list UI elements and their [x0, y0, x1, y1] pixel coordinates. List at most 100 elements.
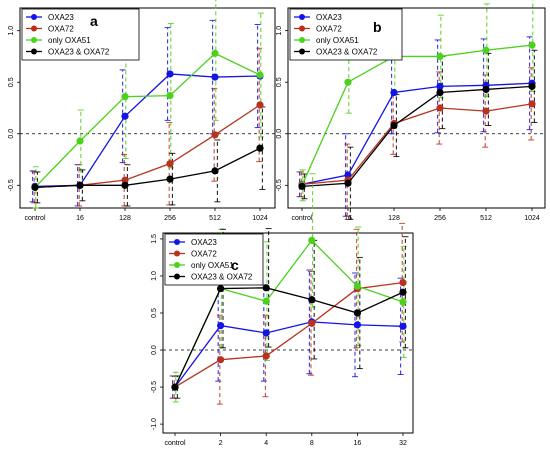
data-point — [528, 41, 536, 49]
data-point — [390, 121, 398, 130]
data-point — [344, 78, 352, 86]
data-point — [399, 298, 407, 306]
plot-frame — [19, 7, 276, 209]
legend-label: OXA23 & OXA72 — [191, 273, 253, 282]
data-point — [256, 144, 264, 152]
legend: OXA23 OXA72 only OXA51 OXA23 & OXA72 — [164, 233, 264, 286]
data-point — [256, 71, 264, 79]
y-tick-label: 0.5 — [276, 77, 283, 87]
data-point — [211, 73, 219, 81]
y-tick-label: -0.5 — [151, 381, 158, 393]
data-point — [217, 356, 225, 364]
panel-label: b — [373, 19, 382, 35]
data-point — [217, 284, 225, 293]
legend: OXA23 OXA72 only OXA51 OXA23 & OXA72 — [21, 8, 140, 61]
data-point — [308, 236, 316, 245]
x-tick-label: control — [164, 440, 185, 447]
data-point — [211, 167, 219, 175]
x-tick-label: 256 — [434, 215, 446, 222]
y-tick-label: 0.0 — [276, 129, 283, 139]
data-point — [353, 282, 361, 290]
x-tick-label: 512 — [480, 215, 492, 222]
plot-frame — [162, 232, 414, 434]
data-point — [399, 322, 407, 330]
data-point — [217, 321, 225, 330]
y-tick-label: 1.0 — [8, 26, 15, 36]
data-point — [166, 160, 174, 168]
data-point — [436, 88, 444, 97]
x-tick-label: 256 — [164, 215, 176, 222]
x-tick-label: 16 — [354, 440, 362, 447]
data-point — [436, 82, 444, 90]
legend-label: OXA72 — [316, 25, 342, 34]
data-point — [390, 88, 398, 97]
x-tick-label: 128 — [119, 215, 131, 222]
x-tick-label: control — [291, 215, 312, 222]
series-line — [174, 321, 404, 388]
data-point — [171, 383, 179, 391]
panel-label: a — [90, 13, 98, 29]
series-line — [301, 85, 533, 187]
data-point — [166, 70, 174, 78]
legend-label: only OXA51 — [191, 261, 234, 270]
legend-swatch-point — [174, 250, 180, 257]
legend-swatch-point — [174, 273, 180, 280]
panel-a: -0.5 0.0 0.5 1.0 control 16 128 256 512 1024 OXA23… — [8, 0, 276, 222]
data-point — [76, 181, 84, 189]
y-tick-label: 1.0 — [151, 271, 158, 281]
legend-label: OXA23 & OXA72 — [316, 48, 378, 57]
series-line — [301, 103, 533, 185]
series-line — [301, 82, 533, 185]
data-point — [298, 182, 306, 190]
series-line — [301, 44, 533, 186]
legend-swatch-point — [31, 48, 37, 55]
data-point — [121, 176, 129, 184]
series-line — [174, 287, 404, 388]
panel-b: -0.5 0.0 0.5 1.0 control 16 128 256 512 1024 OXA23… — [276, 0, 546, 222]
data-point — [211, 131, 219, 139]
data-point — [31, 183, 39, 191]
data-point — [166, 92, 174, 100]
series-line — [34, 147, 261, 189]
legend-label: only OXA51 — [316, 36, 359, 45]
legend: OXA23 OXA72 only OXA51 OXA23 & OXA72 — [289, 8, 403, 61]
legend-swatch-point — [299, 37, 305, 43]
data-point — [482, 85, 490, 94]
y-tick-label: 1.0 — [276, 26, 283, 36]
y-tick-label: 1.5 — [151, 234, 158, 244]
data-point — [211, 49, 219, 57]
data-point — [528, 82, 536, 90]
y-tick-label: -1.0 — [151, 418, 158, 430]
data-point — [436, 52, 444, 61]
data-point — [121, 93, 129, 101]
y-tick-label: 0.5 — [8, 77, 15, 87]
data-point — [344, 179, 352, 187]
data-point — [262, 329, 270, 337]
data-point — [166, 175, 174, 183]
data-point — [262, 284, 270, 292]
series-line — [34, 104, 261, 189]
x-tick-label: 8 — [310, 440, 314, 447]
legend-label: OXA72 — [191, 250, 217, 259]
data-point — [262, 297, 270, 305]
legend-swatch-point — [31, 25, 37, 32]
data-point — [121, 112, 129, 120]
x-tick-label: 128 — [388, 215, 400, 222]
x-tick-label: 512 — [209, 215, 221, 222]
legend-swatch-point — [299, 48, 305, 55]
data-point — [482, 46, 490, 54]
legend-label: OXA23 — [191, 238, 217, 247]
data-point — [353, 321, 361, 329]
legend-label: OXA23 — [316, 13, 342, 22]
data-point — [308, 296, 316, 304]
legend-swatch-point — [299, 14, 305, 20]
legend-swatch-point — [174, 262, 180, 268]
legend-swatch-point — [299, 25, 305, 32]
x-tick-label: 16 — [344, 215, 352, 222]
legend-label: OXA23 & OXA72 — [48, 48, 110, 57]
data-point — [76, 137, 84, 145]
plot-frame — [287, 7, 546, 209]
series-line — [34, 52, 261, 188]
